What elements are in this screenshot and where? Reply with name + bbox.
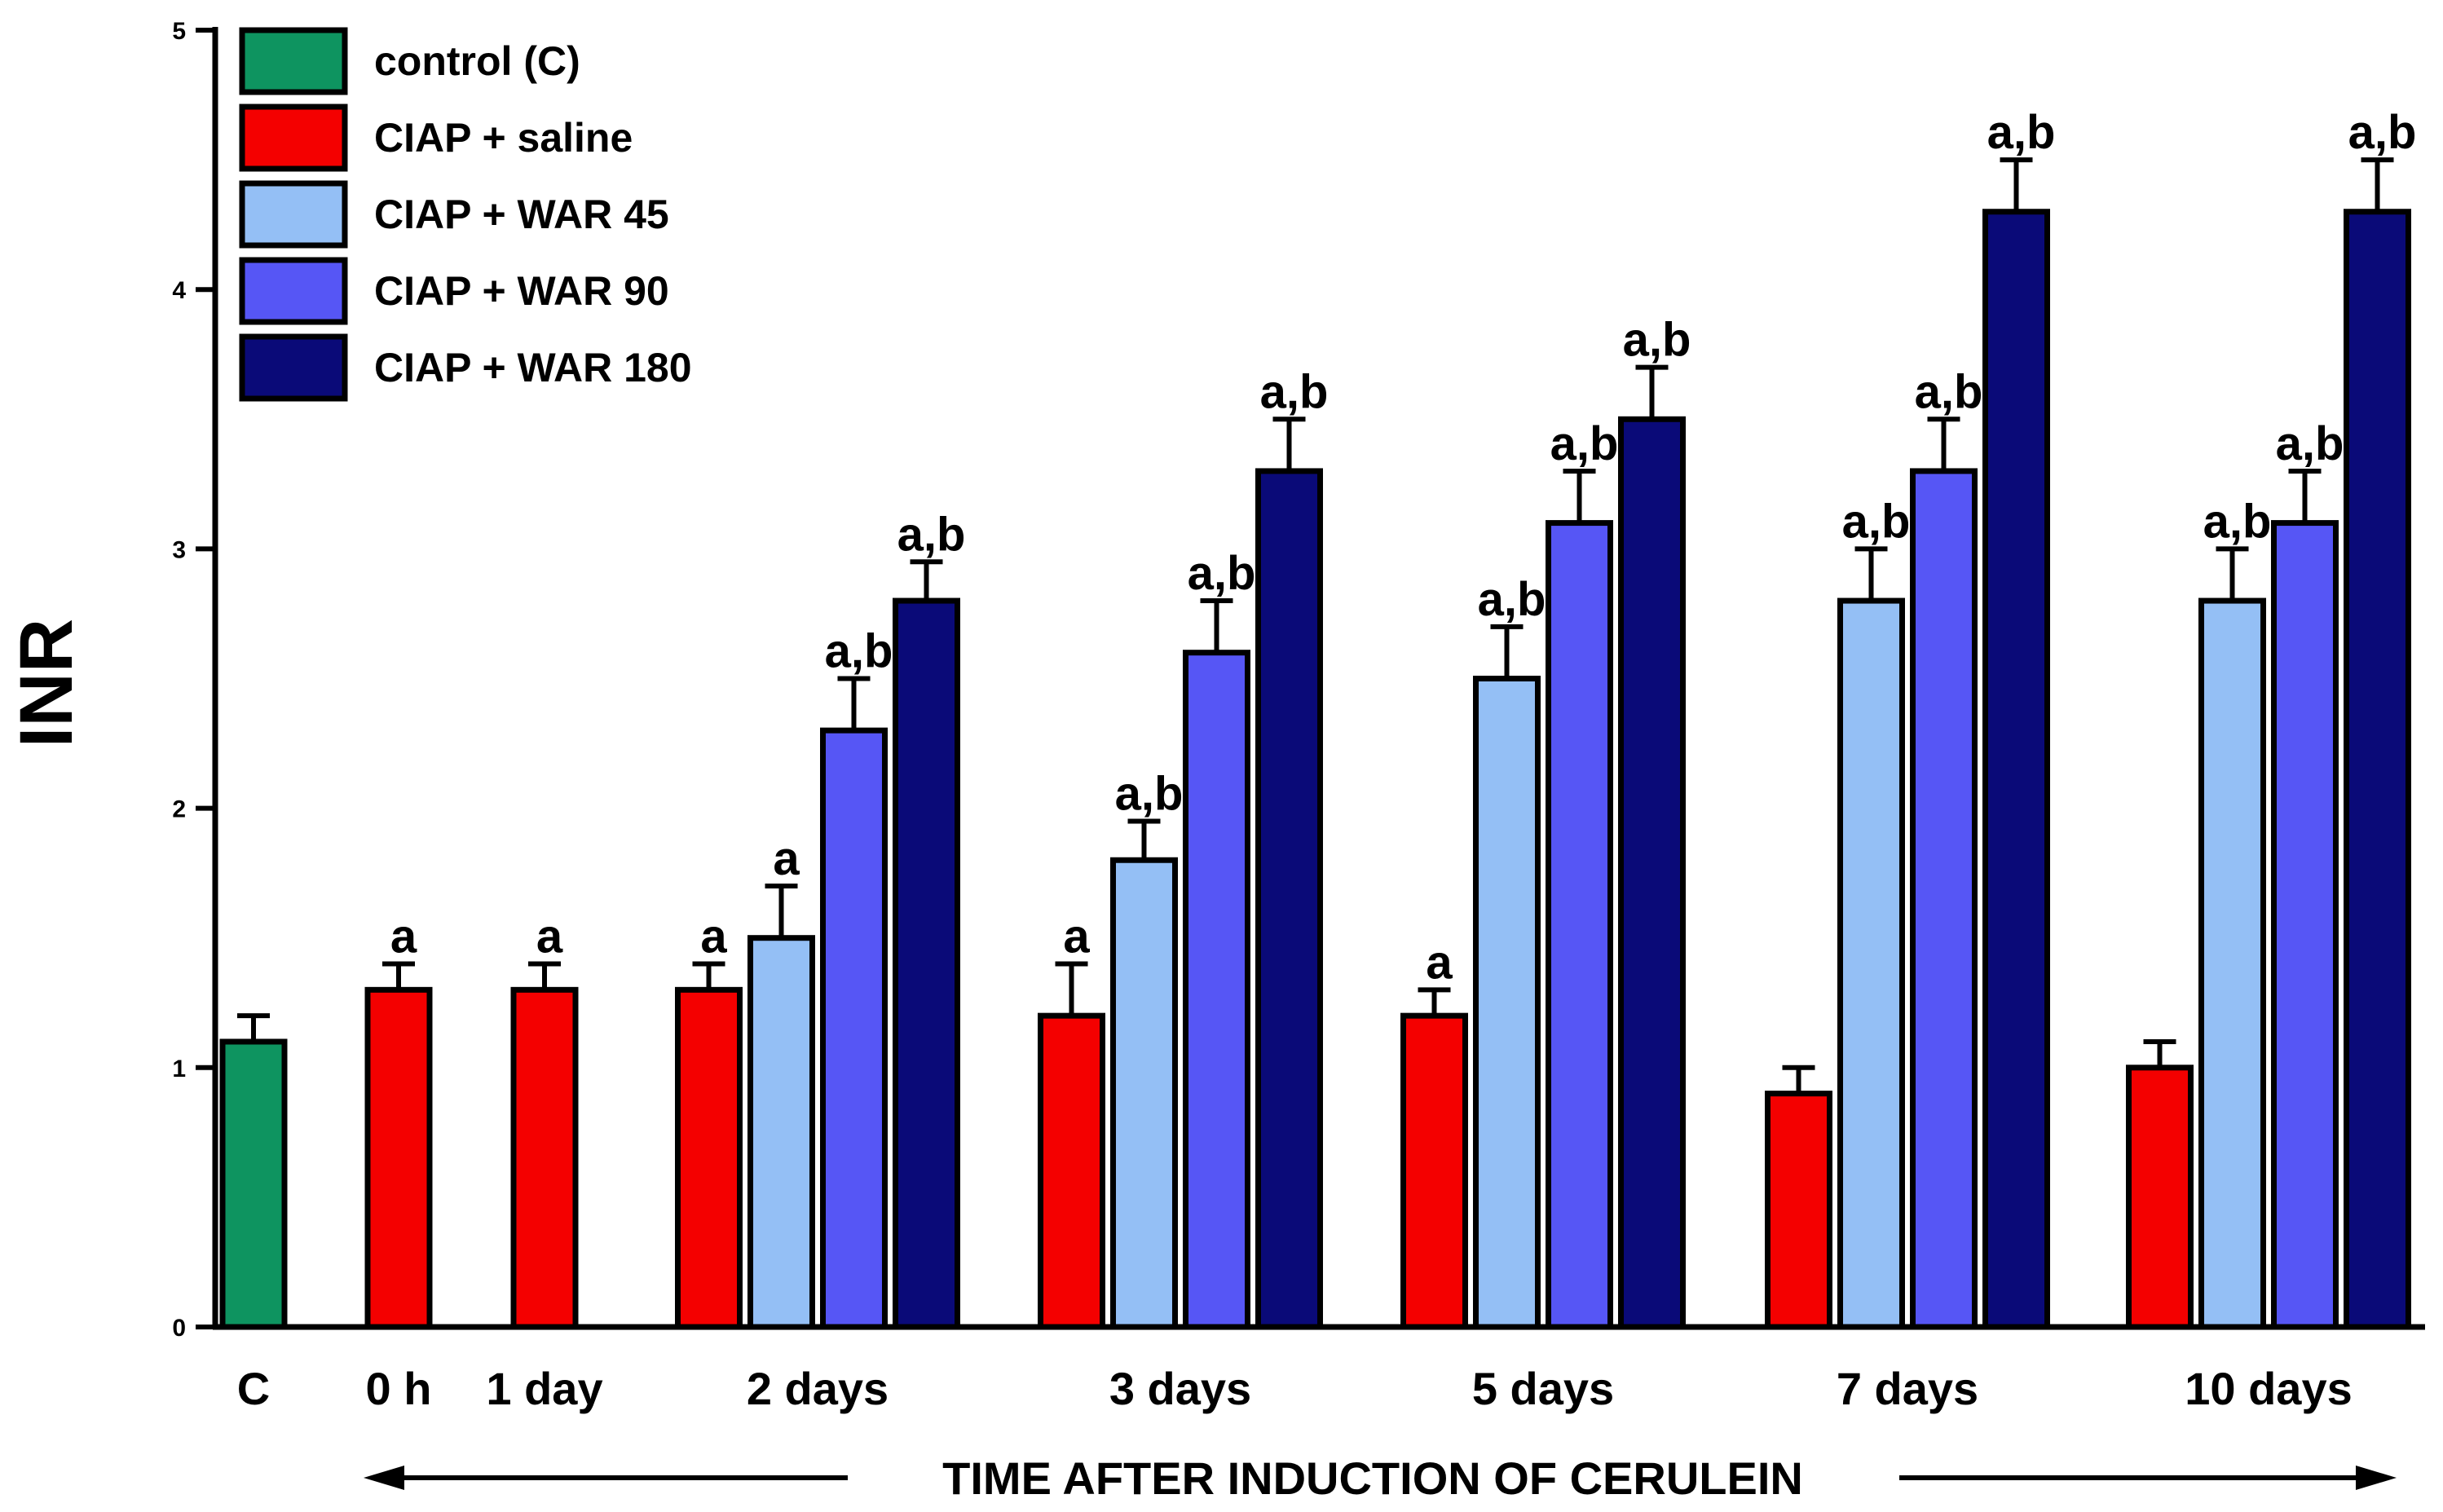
significance-label: a,b <box>1260 365 1329 418</box>
bar <box>820 727 888 1330</box>
x-tick-label: 5 days <box>1472 1363 1614 1414</box>
x-tick-label: 0 h <box>366 1363 432 1414</box>
bar <box>1183 650 1250 1330</box>
significance-label: a <box>1063 910 1090 963</box>
x-tick-label: C <box>237 1363 270 1414</box>
legend-swatch <box>239 333 348 402</box>
legend-label: CIAP + WAR 45 <box>374 192 669 237</box>
bar <box>1038 1012 1105 1330</box>
bar <box>1910 468 1978 1330</box>
x-tick-label: 10 days <box>2185 1363 2353 1414</box>
axis-layer: C 0 h 1 day 2 days 3 days 5 days 7 days 10 days… <box>172 18 2425 1414</box>
legend-swatch <box>239 257 348 325</box>
legend-label: CIAP + WAR 180 <box>374 345 692 390</box>
bar <box>364 986 433 1330</box>
y-tick-label: 2 <box>172 796 186 823</box>
significance-label: a,b <box>2203 495 2272 548</box>
y-tick-label: 5 <box>172 18 186 45</box>
bar <box>1982 209 2050 1330</box>
x-axis-arrow-left-head <box>364 1466 404 1490</box>
significance-label: a,b <box>1478 573 1546 626</box>
significance-label: a,b <box>2348 106 2417 159</box>
significance-label: a <box>390 910 417 963</box>
bar <box>2271 520 2339 1330</box>
bar <box>2344 209 2411 1330</box>
bar <box>747 935 815 1330</box>
bar <box>2198 597 2266 1330</box>
bar <box>1473 676 1541 1330</box>
bar <box>219 1038 288 1330</box>
legend: control (C) CIAP + saline CIAP + WAR 45 CIA… <box>239 27 692 402</box>
bar <box>675 986 743 1330</box>
x-tick-label: 3 days <box>1109 1363 1251 1414</box>
significance-label: a <box>700 910 727 963</box>
significance-label: a <box>1426 936 1453 989</box>
bar <box>510 986 579 1330</box>
x-tick-label: 7 days <box>1837 1363 1978 1414</box>
x-axis-label: TIME AFTER INDUCTION OF CERULEIN <box>942 1452 1803 1504</box>
legend-label: control (C) <box>374 38 580 84</box>
x-tick-label: 2 days <box>747 1363 889 1414</box>
bar <box>1546 520 1613 1330</box>
x-axis-label-group: TIME AFTER INDUCTION OF CERULEIN <box>364 1452 2397 1504</box>
significance-label: a,b <box>1188 547 1256 600</box>
significance-label: a,b <box>2276 417 2344 470</box>
legend-label: CIAP + WAR 90 <box>374 268 669 314</box>
significance-label: a,b <box>1623 314 1691 367</box>
bar <box>1765 1091 1832 1330</box>
legend-label: CIAP + saline <box>374 115 633 161</box>
bar <box>1618 416 1686 1330</box>
significance-label: a,b <box>1842 495 1911 548</box>
x-axis-arrow-right-head <box>2356 1466 2397 1490</box>
x-tick-label: 1 day <box>486 1363 602 1414</box>
legend-swatch <box>239 180 348 249</box>
significance-label: a,b <box>825 625 893 678</box>
legend-swatch <box>239 27 348 95</box>
bar <box>1255 468 1323 1330</box>
legend-swatch <box>239 104 348 172</box>
bar <box>1110 857 1178 1330</box>
y-tick-label: 4 <box>172 277 186 304</box>
y-tick-label: 0 <box>172 1315 186 1342</box>
significance-label: a,b <box>1550 417 1619 470</box>
y-tick-label: 1 <box>172 1056 186 1082</box>
significance-label: a,b <box>1987 106 2056 159</box>
bars-layer: a a aaa,ba,baa,ba,ba,baa,ba,ba,ba,ba,ba,ba… <box>219 106 2417 1330</box>
significance-label: a <box>536 910 563 963</box>
significance-label: a,b <box>897 508 966 561</box>
bar <box>2126 1065 2194 1330</box>
significance-label: a,b <box>1115 768 1184 821</box>
y-tick-label: 3 <box>172 536 186 563</box>
significance-label: a <box>773 832 800 885</box>
bar <box>893 597 960 1330</box>
bar <box>1837 597 1905 1330</box>
bar <box>1400 1012 1468 1330</box>
significance-label: a,b <box>1915 365 1983 418</box>
y-axis-label: INR <box>5 619 88 747</box>
